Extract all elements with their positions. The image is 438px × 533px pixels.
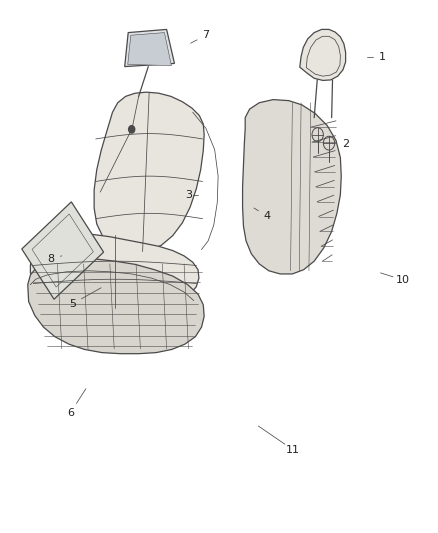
Polygon shape: [30, 233, 199, 308]
Text: 6: 6: [67, 408, 74, 418]
Text: 3: 3: [185, 190, 192, 200]
Polygon shape: [125, 29, 174, 67]
Text: 5: 5: [69, 298, 76, 309]
Text: 7: 7: [202, 30, 209, 41]
Polygon shape: [243, 100, 341, 274]
Circle shape: [129, 126, 135, 133]
Polygon shape: [28, 258, 204, 354]
Polygon shape: [22, 202, 104, 299]
Text: 4: 4: [264, 211, 271, 221]
Polygon shape: [300, 29, 346, 80]
Polygon shape: [128, 33, 171, 66]
Text: 8: 8: [47, 254, 54, 263]
Text: 11: 11: [286, 445, 300, 455]
Polygon shape: [94, 92, 204, 253]
Text: 10: 10: [396, 275, 410, 285]
Text: 1: 1: [379, 52, 386, 61]
Text: 2: 2: [342, 139, 349, 149]
